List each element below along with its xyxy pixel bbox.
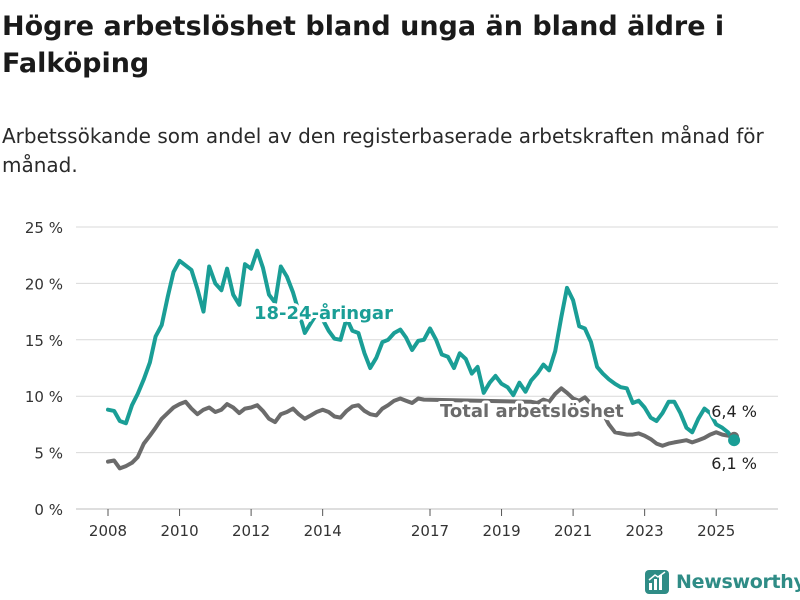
gridlines xyxy=(76,226,778,510)
x-tick-label: 2019 xyxy=(482,522,520,540)
series-line-youth xyxy=(106,248,737,443)
y-tick-label: 20 % xyxy=(25,275,63,293)
end-marker-youth xyxy=(728,434,741,447)
end-label-youth-halo: 6,1 % xyxy=(711,454,757,473)
x-tick-label: 2012 xyxy=(232,522,270,540)
series-label-total-halo: Total arbetslöshet xyxy=(440,401,624,422)
chart-title: Högre arbetslöshet bland unga än bland ä… xyxy=(2,11,725,79)
x-tick-label: 2021 xyxy=(554,522,592,540)
series-label-youth-halo: 18-24-åringar xyxy=(254,302,393,324)
chart-subtitle: Arbetssökande som andel av den registerb… xyxy=(2,124,764,177)
end-label-total: 6,4 % xyxy=(711,402,757,421)
y-tick-label: 0 % xyxy=(34,501,63,519)
series-label-total: Total arbetslöshet xyxy=(440,401,624,422)
x-axis: 2008 2010 2012 2014 2017 2019 2021 2023 2025 xyxy=(89,509,735,540)
newsworthy-logo-icon xyxy=(645,570,669,594)
y-tick-label: 25 % xyxy=(25,219,63,237)
y-tick-label: 5 % xyxy=(34,445,63,463)
y-axis-labels: 0 % 5 % 10 % 15 % 20 % 25 % xyxy=(25,219,63,519)
end-label-total-halo: 6,4 % xyxy=(711,402,757,421)
x-tick-label: 2010 xyxy=(160,522,198,540)
x-tick-label: 2025 xyxy=(697,522,735,540)
y-tick-label: 10 % xyxy=(25,388,63,406)
series-lines xyxy=(106,248,741,471)
series-line-total xyxy=(106,386,737,471)
x-tick-label: 2014 xyxy=(304,522,342,540)
series-label-youth: 18-24-åringar xyxy=(254,302,393,324)
x-tick-label: 2017 xyxy=(411,522,449,540)
brand-name: Newsworthy xyxy=(676,571,800,593)
x-tick-label: 2023 xyxy=(626,522,664,540)
x-tick-label: 2008 xyxy=(89,522,127,540)
brand-logo: Newsworthy xyxy=(644,569,800,595)
y-tick-label: 15 % xyxy=(25,332,63,350)
end-label-youth: 6,1 % xyxy=(711,454,757,473)
